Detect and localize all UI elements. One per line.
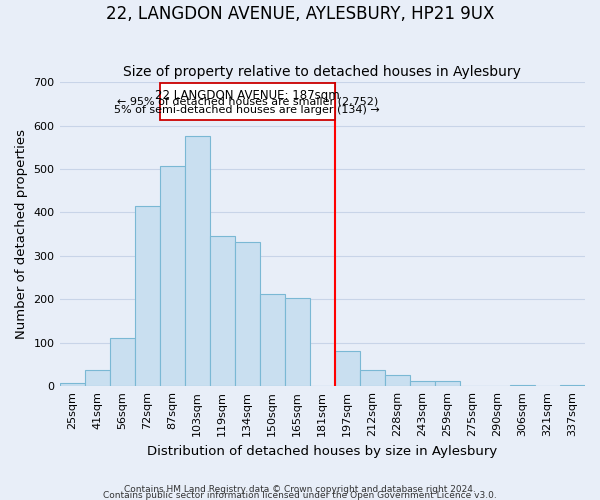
- FancyBboxPatch shape: [160, 83, 335, 120]
- Bar: [360, 370, 385, 386]
- Bar: [160, 166, 185, 386]
- Bar: [235, 242, 260, 386]
- Bar: [209, 236, 235, 386]
- Text: Contains HM Land Registry data © Crown copyright and database right 2024.: Contains HM Land Registry data © Crown c…: [124, 484, 476, 494]
- Text: 5% of semi-detached houses are larger (134) →: 5% of semi-detached houses are larger (1…: [115, 104, 380, 115]
- Bar: [410, 380, 435, 386]
- Bar: [260, 294, 285, 386]
- Bar: [85, 370, 110, 386]
- Bar: [510, 385, 535, 386]
- Text: 22 LANGDON AVENUE: 187sqm: 22 LANGDON AVENUE: 187sqm: [155, 89, 340, 102]
- Bar: [134, 206, 160, 386]
- Text: ← 95% of detached houses are smaller (2,752): ← 95% of detached houses are smaller (2,…: [116, 97, 378, 107]
- Bar: [185, 136, 209, 386]
- Bar: [59, 382, 85, 386]
- Bar: [335, 352, 360, 386]
- Bar: [110, 338, 134, 386]
- Bar: [385, 376, 410, 386]
- Title: Size of property relative to detached houses in Aylesbury: Size of property relative to detached ho…: [124, 66, 521, 80]
- Bar: [285, 298, 310, 386]
- Bar: [435, 380, 460, 386]
- Text: 22, LANGDON AVENUE, AYLESBURY, HP21 9UX: 22, LANGDON AVENUE, AYLESBURY, HP21 9UX: [106, 5, 494, 23]
- Y-axis label: Number of detached properties: Number of detached properties: [15, 129, 28, 339]
- Text: Contains public sector information licensed under the Open Government Licence v3: Contains public sector information licen…: [103, 490, 497, 500]
- X-axis label: Distribution of detached houses by size in Aylesbury: Distribution of detached houses by size …: [147, 444, 497, 458]
